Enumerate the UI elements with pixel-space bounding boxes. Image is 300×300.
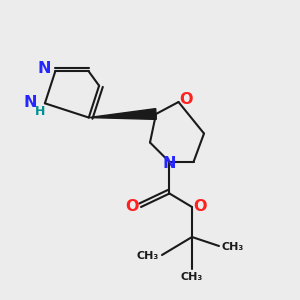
Text: O: O [125,199,139,214]
Polygon shape [89,109,156,119]
Text: O: O [194,199,207,214]
Text: O: O [179,92,193,106]
Text: CH₃: CH₃ [222,242,244,252]
Text: N: N [163,156,176,171]
Text: N: N [24,95,37,110]
Text: CH₃: CH₃ [181,272,203,282]
Text: N: N [38,61,52,76]
Text: H: H [35,105,46,118]
Text: CH₃: CH₃ [137,250,159,261]
